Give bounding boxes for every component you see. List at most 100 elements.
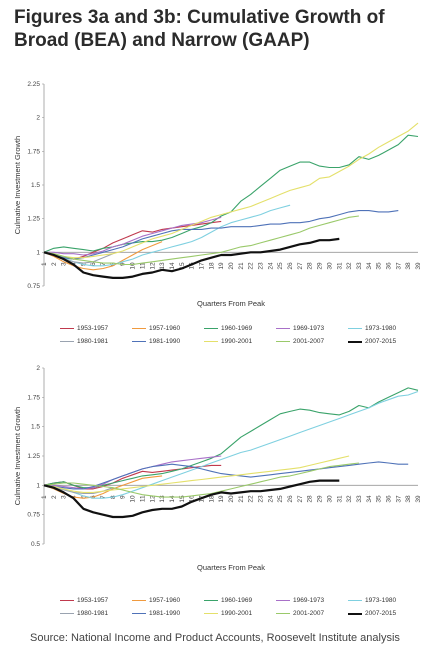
legend-label: 2001-2007 [293, 338, 325, 345]
series-line-1973-1980 [43, 390, 419, 499]
legend-item: 1953-1957 [60, 597, 132, 604]
x-tick-label: 9 [120, 495, 127, 499]
legend-swatch [60, 600, 74, 601]
x-tick-label: 39 [415, 262, 422, 270]
x-tick-label: 34 [366, 495, 373, 503]
x-tick-label: 37 [395, 495, 402, 503]
legend-swatch [276, 328, 290, 329]
series-line-1990-2001 [43, 455, 350, 493]
x-tick-label: 35 [376, 262, 383, 270]
x-tick-label: 28 [307, 495, 314, 503]
x-tick-label: 13 [159, 262, 166, 270]
x-tick-label: 25 [277, 262, 284, 270]
legend-swatch [348, 612, 362, 615]
source-note: Source: National Income and Product Acco… [30, 632, 400, 644]
legend-row: 1980-1981 1981-1990 1990-2001 2001-2007 2007… [60, 335, 430, 348]
x-tick-label: 18 [208, 262, 215, 270]
x-tick-label: 27 [297, 495, 304, 503]
legend-swatch [204, 328, 218, 329]
legend-swatch [276, 600, 290, 601]
x-tick-label: 10 [130, 495, 137, 503]
legend-label: 1990-2001 [221, 610, 253, 617]
x-tick-label: 11 [139, 262, 146, 269]
y-axis-label: Culmative Investment Growth [13, 407, 22, 505]
x-tick-label: 34 [366, 262, 373, 270]
x-tick-label: 20 [228, 495, 235, 503]
legend-item: 1981-1990 [132, 610, 204, 617]
legend-item: 1953-1957 [60, 325, 132, 332]
x-tick-label: 32 [346, 495, 353, 503]
legend-3a: 1953-1957 1957-1960 1960-1969 1969-1973 1973… [60, 322, 430, 348]
legend-label: 1981-1990 [149, 338, 181, 345]
x-tick-label: 36 [385, 495, 392, 503]
legend-label: 1980-1981 [77, 610, 109, 617]
legend-item: 1990-2001 [204, 338, 276, 345]
legend-label: 2001-2007 [293, 610, 325, 617]
series-line-2001-2007 [43, 462, 359, 498]
legend-label: 1960-1969 [221, 597, 253, 604]
x-tick-label: 26 [287, 495, 294, 503]
x-tick-label: 28 [307, 262, 314, 270]
x-tick-label: 23 [258, 495, 265, 503]
x-tick-label: 11 [139, 495, 146, 502]
x-tick-label: 19 [218, 262, 225, 270]
legend-swatch [204, 613, 218, 614]
x-tick-label: 16 [189, 495, 196, 503]
legend-row: 1980-1981 1981-1990 1990-2001 2001-2007 2007… [60, 607, 430, 620]
x-tick-label: 22 [248, 262, 255, 270]
x-tick-label: 1 [41, 495, 48, 499]
x-tick-label: 21 [238, 262, 245, 270]
y-tick-label: 1.25 [27, 453, 40, 460]
legend-label: 1957-1960 [149, 325, 181, 332]
x-tick-label: 39 [415, 495, 422, 503]
legend-item: 1957-1960 [132, 597, 204, 604]
x-tick-label: 38 [405, 262, 412, 270]
x-tick-label: 16 [189, 262, 196, 270]
legend-swatch [204, 341, 218, 342]
legend-label: 1969-1973 [293, 597, 325, 604]
legend-swatch [132, 613, 146, 614]
series-line-1990-2001 [43, 122, 419, 259]
legend-label: 1953-1957 [77, 325, 109, 332]
x-tick-label: 3 [61, 262, 68, 266]
legend-swatch [276, 613, 290, 614]
y-axis-label: Culmative Investment Growth [13, 136, 22, 234]
series-line-1981-1990 [43, 461, 409, 490]
series-line-1981-1990 [43, 210, 399, 260]
x-tick-label: 36 [385, 262, 392, 270]
y-tick-label: 2 [36, 365, 40, 372]
legend-swatch [348, 600, 362, 601]
legend-item: 1981-1990 [132, 338, 204, 345]
x-axis-label: Quarters From Peak [197, 563, 265, 572]
legend-swatch [60, 341, 74, 342]
legend-swatch [60, 328, 74, 329]
series-line-1960-1969 [43, 387, 419, 489]
legend-row: 1953-1957 1957-1960 1960-1969 1969-1973 1973… [60, 322, 430, 335]
y-tick-label: 1 [36, 482, 40, 489]
x-tick-label: 29 [317, 262, 324, 270]
x-tick-label: 10 [130, 262, 137, 270]
y-tick-label: 1.25 [27, 216, 40, 223]
x-tick-label: 14 [169, 262, 176, 270]
x-tick-label: 21 [238, 495, 245, 503]
legend-label: 1981-1990 [149, 610, 181, 617]
x-tick-label: 14 [169, 495, 176, 503]
legend-label: 2007-2015 [365, 338, 397, 345]
x-tick-label: 24 [267, 262, 274, 270]
x-tick-label: 30 [326, 262, 333, 270]
legend-label: 1990-2001 [221, 338, 253, 345]
series-line-1960-1969 [43, 134, 419, 253]
legend-label: 1980-1981 [77, 338, 109, 345]
x-tick-label: 32 [346, 262, 353, 270]
legend-label: 1957-1960 [149, 597, 181, 604]
x-tick-label: 25 [277, 495, 284, 503]
legend-label: 1969-1973 [293, 325, 325, 332]
x-tick-label: 15 [179, 495, 186, 503]
series-line-1957-1960 [43, 241, 163, 271]
series-line-1973-1980 [43, 204, 291, 267]
legend-label: 1960-1969 [221, 325, 253, 332]
legend-swatch [132, 328, 146, 329]
x-tick-label: 13 [159, 495, 166, 503]
